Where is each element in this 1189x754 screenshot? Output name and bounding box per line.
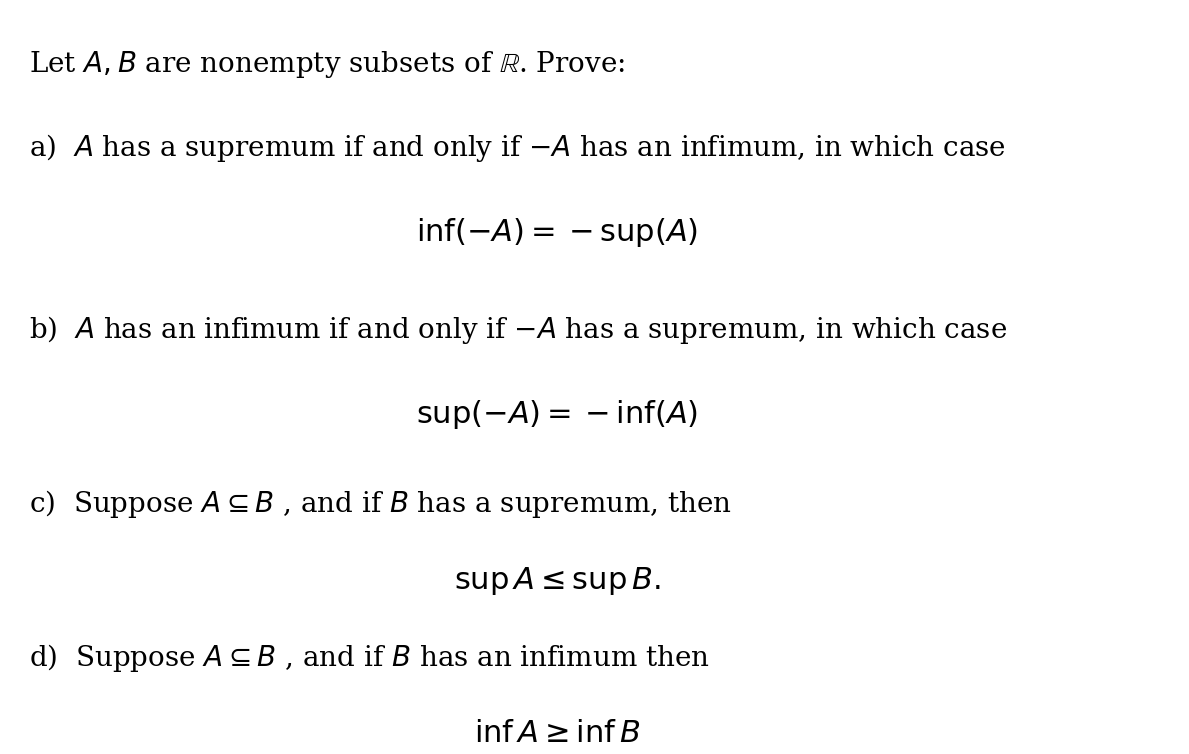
- Text: c)  Suppose $A \subseteq B$ , and if $B$ has a supremum, then: c) Suppose $A \subseteq B$ , and if $B$ …: [29, 489, 732, 520]
- Text: $\mathrm{inf}(-A) = -\mathrm{sup}(A)$: $\mathrm{inf}(-A) = -\mathrm{sup}(A)$: [416, 216, 698, 249]
- Text: d)  Suppose $A \subseteq B$ , and if $B$ has an infimum then: d) Suppose $A \subseteq B$ , and if $B$ …: [29, 642, 710, 673]
- Text: Let $A, B$ are nonempty subsets of $\mathbb{R}$. Prove:: Let $A, B$ are nonempty subsets of $\mat…: [29, 49, 625, 80]
- Text: $\mathrm{inf}\, A \geq \mathrm{inf}\, B$: $\mathrm{inf}\, A \geq \mathrm{inf}\, B$: [473, 719, 640, 749]
- Text: $\mathrm{sup}(-A) = -\mathrm{inf}(A)$: $\mathrm{sup}(-A) = -\mathrm{inf}(A)$: [416, 397, 698, 431]
- Text: b)  $A$ has an infimum if and only if $-A$ has a supremum, in which case: b) $A$ has an infimum if and only if $-A…: [29, 314, 1007, 346]
- Text: $\mathrm{sup}\, A \leq \mathrm{sup}\, B.$: $\mathrm{sup}\, A \leq \mathrm{sup}\, B.…: [454, 565, 660, 597]
- Text: a)  $A$ has a supremum if and only if $-A$ has an infimum, in which case: a) $A$ has a supremum if and only if $-A…: [29, 133, 1006, 164]
